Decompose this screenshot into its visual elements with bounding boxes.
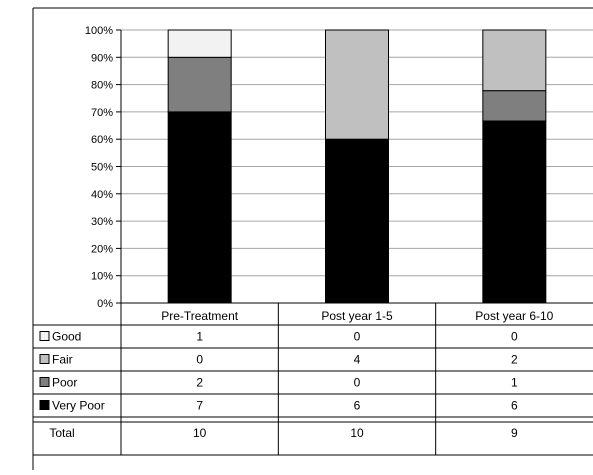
y-tick-label: 30%	[91, 216, 113, 228]
y-tick-label: 0%	[97, 298, 113, 310]
table-cell-value: 0	[354, 376, 361, 390]
table-cell-value: 6	[354, 399, 361, 413]
bar-segment	[167, 111, 232, 304]
bar-segment	[325, 138, 389, 304]
y-tick-label: 50%	[91, 162, 113, 174]
bar-segment	[482, 90, 547, 122]
table-cell-value: 0	[511, 330, 518, 344]
x-category-label: Pre-Treatment	[161, 309, 239, 323]
legend-label: Very Poor	[52, 399, 105, 413]
total-label: Total	[49, 426, 74, 440]
y-tick-label: 90%	[91, 52, 113, 64]
table-cell-value: 2	[196, 376, 203, 390]
table-cell-value: 0	[196, 353, 203, 367]
y-tick-label: 80%	[91, 80, 113, 92]
y-tick-label: 100%	[85, 25, 113, 37]
table-cell-value: 7	[196, 399, 203, 413]
total-value: 9	[511, 426, 518, 440]
bar-segment	[482, 120, 547, 304]
legend-swatch	[39, 354, 50, 364]
legend-label: Good	[52, 330, 81, 344]
y-tick-label: 60%	[91, 134, 113, 146]
table-cell-value: 0	[354, 330, 361, 344]
bar-segment	[167, 56, 232, 113]
table-cell-value: 2	[511, 353, 518, 367]
legend-label: Poor	[52, 376, 77, 390]
x-category-label: Post year 1-5	[321, 309, 393, 323]
legend-swatch	[39, 331, 50, 341]
x-category-label: Post year 6-10	[475, 309, 553, 323]
legend-label: Fair	[52, 353, 73, 367]
table-cell-value: 4	[354, 353, 361, 367]
legend-swatch	[39, 377, 50, 387]
table-cell-value: 1	[511, 376, 518, 390]
bar-segment	[167, 29, 232, 58]
y-tick-label: 40%	[91, 189, 113, 201]
y-tick-label: 10%	[91, 271, 113, 283]
y-tick-label: 70%	[91, 107, 113, 119]
bar-segment	[325, 29, 389, 140]
legend-swatch	[39, 400, 50, 410]
y-tick-label: 20%	[91, 243, 113, 255]
table-cell-value: 6	[511, 399, 518, 413]
total-value: 10	[193, 426, 207, 440]
bar-segment	[482, 29, 547, 92]
table-cell-value: 1	[196, 330, 203, 344]
total-value: 10	[350, 426, 364, 440]
